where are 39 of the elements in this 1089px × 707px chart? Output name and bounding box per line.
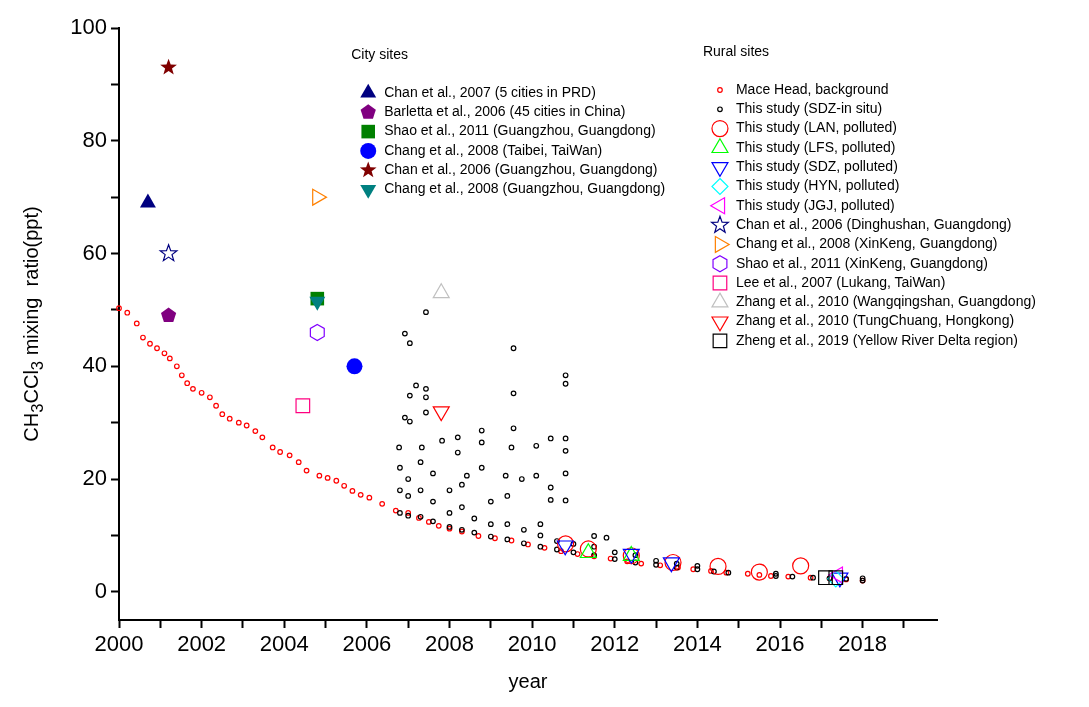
x-tick-label: 2002 [177, 631, 227, 657]
x-tick-label: 2006 [342, 631, 392, 657]
legend-label: This study (JGJ, polluted) [735, 196, 895, 213]
legend-label: Shao et al., 2011 (XinKeng, Guangdong) [735, 254, 988, 271]
legend-label: This study (SDZ-in situ) [735, 100, 883, 117]
legend-title: City sites [351, 45, 409, 62]
x-tick-label: 2004 [259, 631, 309, 657]
y-tick-label: 40 [82, 352, 107, 378]
legend-label: Lee et al., 2007 (Lukang, TaiWan) [735, 273, 946, 290]
x-axis-title: year [508, 669, 548, 692]
legend-label: Zhang et al., 2010 (TungChuang, Hongkong) [735, 312, 1015, 329]
x-tick-label: 2014 [672, 631, 722, 657]
x-tick-label: 2000 [94, 631, 144, 657]
x-tick-label: 2008 [425, 631, 474, 657]
legend-label: Zheng et al., 2019 (Yellow River Delta region) [735, 331, 1018, 348]
legend-label: Chang et al., 2008 (Guangzhou, Guangdong) [384, 180, 666, 197]
legend-label: Chang et al., 2008 (XinKeng, Guangdong) [735, 235, 998, 252]
legend-title: Rural sites [702, 42, 770, 59]
legend-label: Chang et al., 2008 (Taibei, TaiWan) [384, 141, 603, 158]
y-tick-label: 80 [82, 126, 107, 152]
legend-label: This study (SDZ, polluted) [735, 158, 898, 175]
x-tick-label: 2016 [755, 631, 805, 657]
x-tick-label: 2018 [838, 631, 888, 657]
x-tick-label: 2012 [590, 631, 640, 657]
legend-label: Chan et al., 2007 (5 cities in PRD) [384, 83, 596, 100]
legend-label: This study (LFS, polluted) [735, 138, 896, 155]
y-tick-label: 20 [82, 465, 107, 491]
legend-label: This study (HYN, polluted) [735, 177, 900, 194]
legend-label: Barletta et al., 2006 (45 cities in China) [384, 103, 626, 120]
legend-label: Mace Head, background [735, 80, 889, 97]
y-tick-label: 100 [70, 14, 107, 40]
legend-label: Chan et al., 2006 (Guangzhou, Guangdong) [384, 161, 658, 178]
legend-label: Shao et al., 2011 (Guangzhou, Guangdong) [384, 122, 656, 139]
y-tick-label: 0 [94, 577, 107, 603]
y-tick-label: 60 [82, 239, 107, 265]
legend-label: This study (LAN, polluted) [735, 119, 898, 136]
legend-label: Chan et al., 2006 (Dinghushan, Guangdong) [735, 215, 1012, 232]
legend-label: Zhang et al., 2010 (Wangqingshan, Guangdong) [735, 293, 1036, 310]
x-tick-label: 2010 [507, 631, 557, 657]
